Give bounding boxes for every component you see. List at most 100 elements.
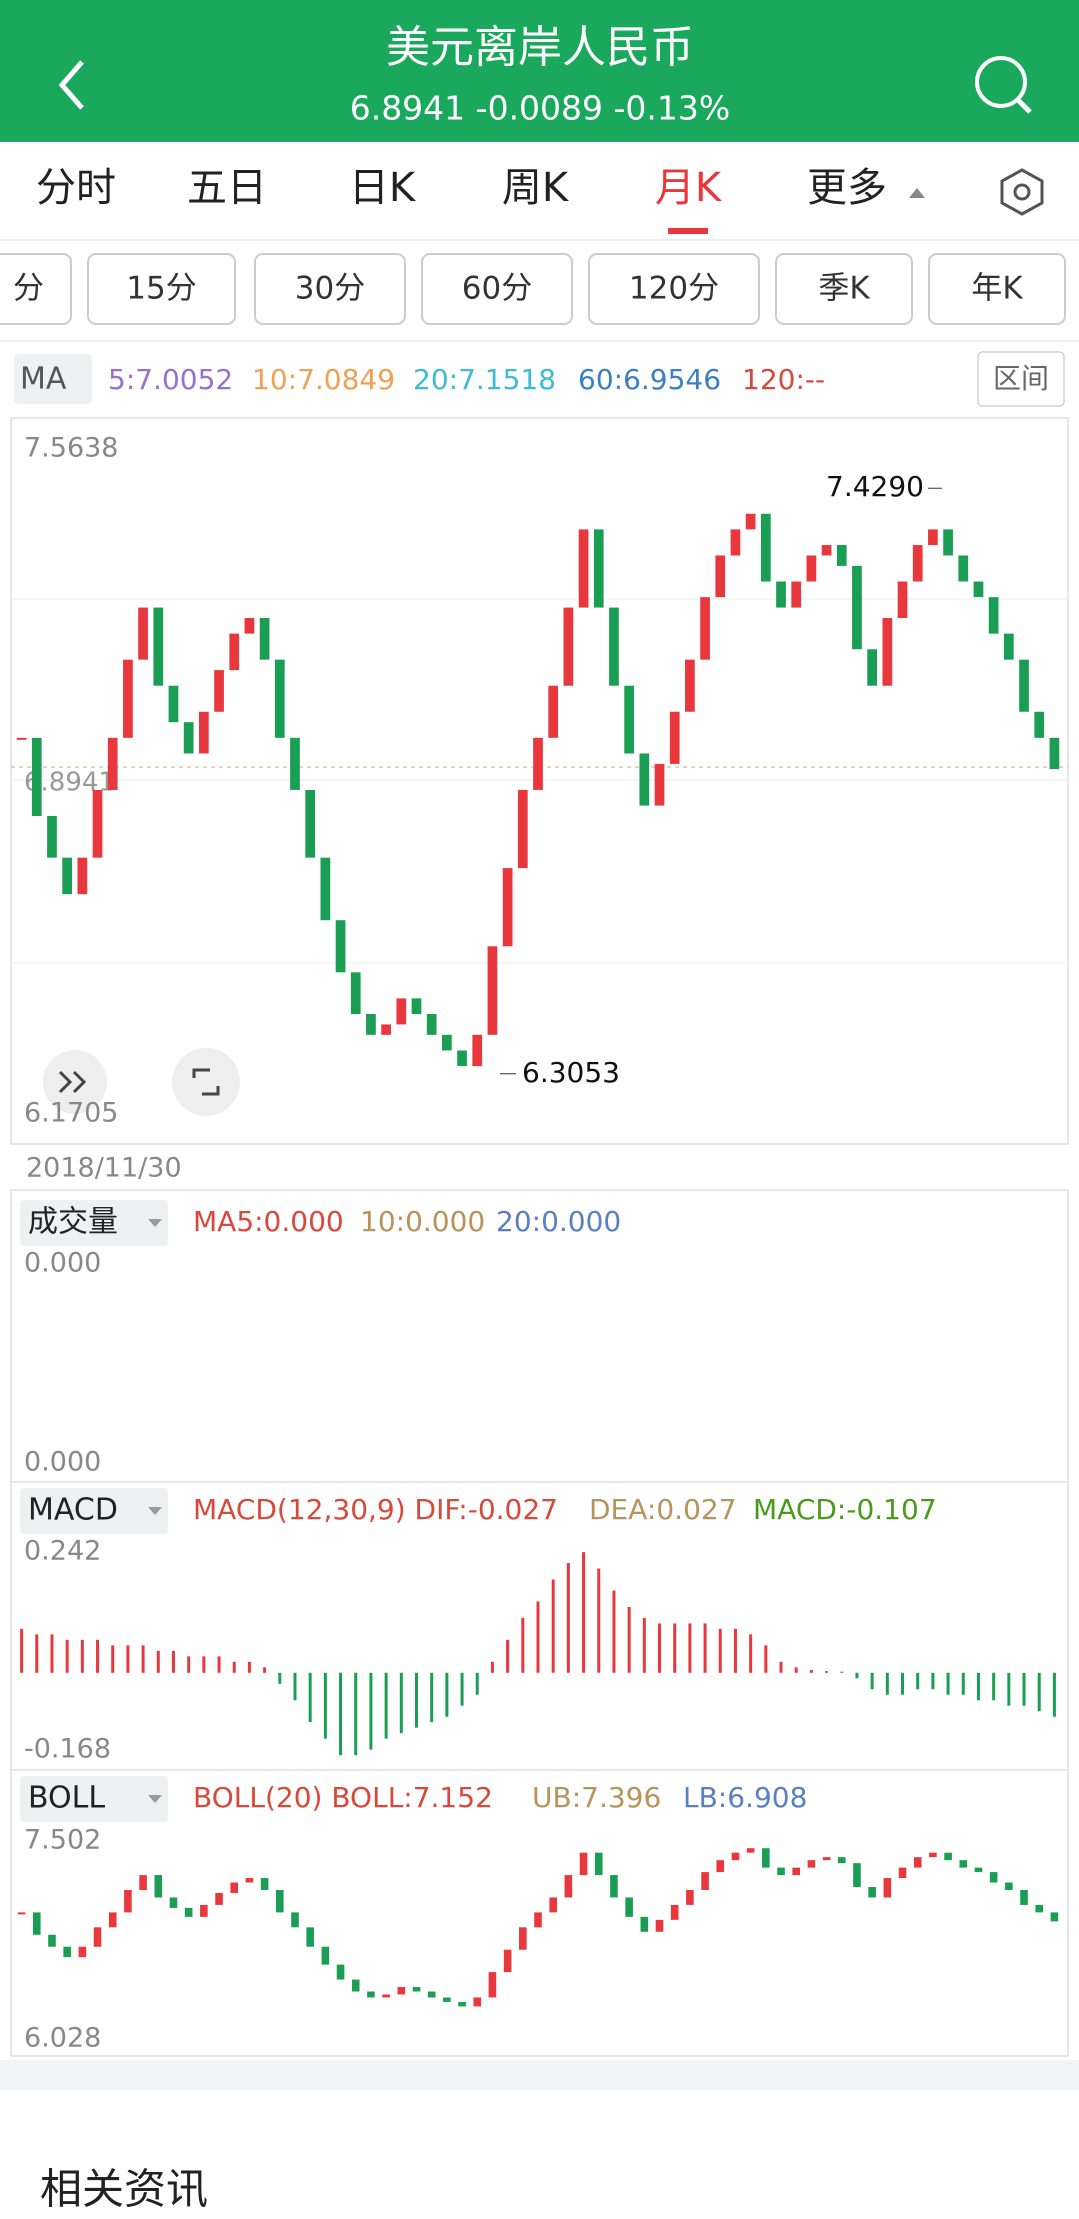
candle [730,529,741,556]
boll-selector[interactable] [20,1776,168,1822]
period-button[interactable] [588,253,760,325]
volume-item: 10:0.000 [360,1205,485,1238]
candle [852,565,862,650]
divider [0,340,1079,342]
macd-selector[interactable] [20,1488,168,1534]
candle [244,617,255,634]
candle [335,920,346,973]
boll-candle [154,1875,163,1898]
boll-candle [716,1860,725,1873]
candle [867,649,878,686]
period-button[interactable] [0,253,72,325]
ma-item: 5:7.0052 [108,363,233,396]
boll-candle [291,1912,299,1928]
tab[interactable]: 更多 [807,165,887,211]
period-label: 120分 [629,271,719,307]
boll-candle [610,1875,618,1898]
tab[interactable]: 五日 [187,165,267,211]
candle [123,659,133,738]
boll-item: LB:6.908 [683,1781,807,1814]
candle [988,597,999,634]
boll-candle [974,1867,983,1873]
candle [897,581,908,618]
candle [396,998,407,1025]
candle [487,946,498,1035]
tab-underline [668,228,708,234]
candle [16,737,27,740]
candle [639,753,650,806]
period-button[interactable] [87,253,236,325]
candle [366,1013,376,1035]
candle [654,763,665,806]
boll-item: UB:7.396 [532,1781,661,1814]
boll-candle [503,1949,512,1973]
tab[interactable]: 周K [502,165,570,211]
range-button[interactable] [977,351,1065,407]
candle [472,1034,483,1067]
boll-candle [306,1927,314,1947]
period-button[interactable] [928,253,1066,325]
macd-item: DEA:0.027 [589,1493,737,1526]
boll-candle [564,1875,573,1898]
tab[interactable]: 月K [655,165,723,211]
period-label: 60分 [462,271,532,307]
fullscreen-button[interactable] [172,1048,240,1116]
tab[interactable]: 分时 [36,165,116,211]
boll-candle [549,1897,557,1913]
candle [47,815,57,858]
header-bg [0,0,1079,142]
boll-candle [488,1972,497,1998]
period-label: 15分 [126,271,196,307]
boll-candle [594,1852,603,1876]
boll-candle [868,1887,876,1898]
candle [593,529,604,608]
boll-candle [184,1907,193,1917]
candle [350,972,361,1014]
candle [138,607,148,660]
settings-button[interactable] [1000,168,1044,216]
boll-candle [215,1892,223,1905]
expand-button[interactable] [43,1050,107,1114]
boll-candle [625,1897,633,1917]
boll-candle [959,1860,968,1868]
boll-candle [93,1927,102,1947]
ma-selector[interactable] [14,354,92,404]
boll-candle [777,1867,785,1876]
candle [198,711,209,754]
period-button[interactable] [421,253,573,325]
candle [62,857,73,895]
range-label: 区间 [993,362,1049,395]
y-tick-label: 0.000 [24,1248,101,1279]
high-label: 7.4290 [826,470,924,503]
period-button[interactable] [775,253,913,325]
boll-candle [822,1857,831,1861]
boll-candle [898,1867,907,1879]
boll-candle [200,1904,208,1917]
candle [229,633,240,671]
boll-candle [397,1987,406,1995]
candle [274,659,285,738]
candle [92,789,103,858]
tab[interactable]: 日K [349,165,417,211]
ma-item: 20:7.1518 [413,363,556,396]
boll-candle [519,1927,527,1950]
search-button[interactable] [975,56,1032,114]
boll-candle [807,1860,816,1868]
boll-candle [367,1991,375,1998]
candle [426,1013,437,1035]
candle [821,545,832,556]
y-tick-label: -0.168 [24,1734,111,1765]
y-tick-label: 0.242 [24,1536,101,1567]
period-button[interactable] [254,253,406,325]
back-button[interactable] [58,60,84,110]
candle [609,607,619,686]
volume-selector[interactable] [20,1200,168,1246]
boll-candle [458,2001,466,2007]
ma-label: MA [20,362,67,397]
boll-candle [78,1946,87,1958]
boll-candle [230,1882,239,1893]
macd-label: MACD [28,1493,118,1528]
boll-candle [63,1946,71,1958]
candle [533,737,543,790]
